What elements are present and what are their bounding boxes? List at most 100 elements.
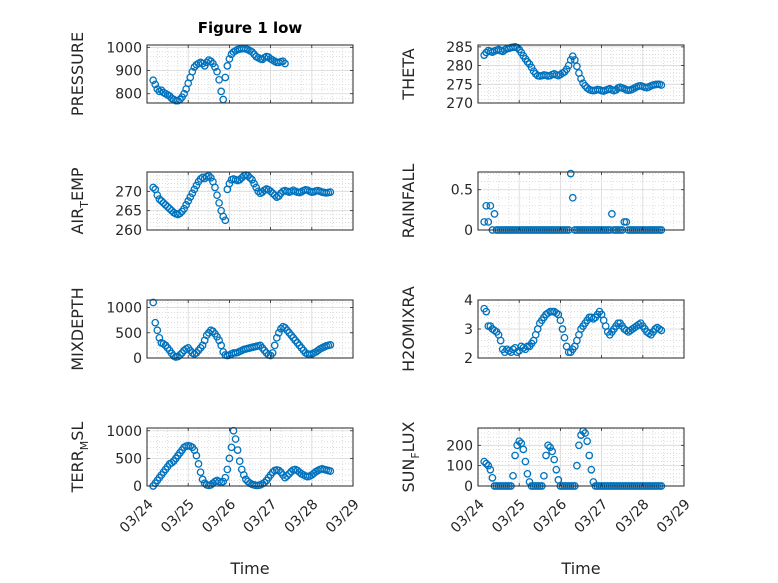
tick-marks (146, 300, 354, 359)
data-point (225, 454, 234, 463)
data-point (509, 471, 517, 480)
data-point (482, 459, 491, 468)
y-axis-label-tail: EMP (68, 167, 87, 201)
axes-background (147, 428, 353, 486)
data-point (153, 85, 162, 93)
data-point (585, 451, 594, 460)
data-point (239, 471, 248, 479)
data-point (194, 460, 203, 468)
data-point (488, 474, 497, 482)
data-point (213, 191, 221, 200)
y-axis-label-main: SUN (399, 459, 418, 493)
data-point (581, 429, 589, 437)
subplot-theta: 270 275 280 285 THETA (399, 40, 685, 112)
data-point (242, 475, 250, 484)
y-axis-label-subscript: M (78, 441, 91, 451)
data-point (153, 191, 162, 200)
data-point (149, 76, 158, 85)
data-point (552, 465, 561, 474)
data-point (248, 175, 256, 184)
data-point (573, 62, 581, 71)
data-point (223, 465, 232, 474)
data-point (274, 466, 283, 475)
y-axis-label-main: AIR (68, 208, 87, 235)
data-point (219, 212, 228, 221)
y-axis-label: PRESSURE (68, 32, 87, 116)
y-tick-label: 260 (115, 223, 142, 239)
axes-box (146, 299, 354, 359)
data-point (204, 172, 213, 180)
x-tick-label: 03/27 (572, 496, 612, 536)
data-point (215, 199, 223, 207)
x-tick-label: 03/28 (282, 496, 322, 536)
data-point (480, 218, 489, 226)
y-axis-label-main: MIXDEPTH (68, 287, 87, 370)
y-tick-label: 265 (115, 204, 142, 220)
subplot-rainfall: 0 0.5 RAINFALL (399, 164, 685, 239)
data-point (583, 437, 592, 446)
y-tick-label: 270 (115, 184, 142, 200)
data-point (225, 179, 234, 188)
data-point (198, 59, 207, 68)
data-point (196, 468, 205, 477)
data-point (227, 443, 236, 452)
axes-background (478, 428, 684, 486)
tick-marks (146, 45, 354, 103)
data-point (511, 451, 519, 460)
data-point (192, 451, 201, 460)
data-point (540, 471, 548, 480)
data-point (575, 441, 583, 450)
data-point (281, 473, 289, 482)
y-tick-label: 0 (464, 479, 473, 495)
data-point (523, 469, 532, 478)
data-point (583, 84, 592, 92)
y-tick-label: 275 (446, 77, 473, 93)
axes-box (477, 427, 685, 487)
axes-box (146, 44, 354, 104)
data-point (482, 201, 491, 210)
data-point (560, 333, 569, 342)
data-point (283, 472, 291, 480)
data-point (279, 57, 287, 66)
data-point (521, 457, 530, 466)
y-axis-label: TERRMSL (68, 422, 91, 494)
data-point (490, 210, 499, 218)
data-point (198, 475, 207, 484)
y-tick-label: 0 (133, 479, 142, 495)
data-point (587, 465, 596, 474)
y-tick-label: 200 (446, 438, 473, 454)
y-tick-label: 1000 (106, 424, 142, 440)
y-axis-label-main: H2OMIXRA (399, 286, 418, 372)
data-point (513, 441, 521, 450)
y-tick-label: 900 (115, 64, 142, 80)
data-point (211, 63, 219, 71)
data-point (157, 197, 166, 205)
data-point (480, 457, 489, 466)
y-tick-label: 500 (115, 451, 142, 467)
data-point (190, 185, 199, 194)
y-axis-label-main: THETA (399, 48, 418, 100)
data-point (546, 443, 554, 452)
y-axis-label-tail: SL (68, 422, 87, 441)
data-point (484, 461, 493, 470)
data-point (556, 316, 565, 325)
subplot-mixdepth: 0 500 1000 MIXDEPTH (68, 287, 354, 371)
y-axis-label-subscript: T (78, 201, 91, 209)
tick-marks (477, 45, 685, 104)
data-point (496, 336, 505, 345)
x-tick-label: 03/29 (323, 496, 363, 536)
data-point (589, 478, 598, 486)
data-point (213, 67, 221, 76)
axes-background (478, 45, 684, 103)
tick-marks (477, 428, 685, 487)
x-tick-label: 03/29 (654, 496, 694, 536)
y-axis-label-main: RAINFALL (399, 164, 418, 239)
tick-marks (146, 428, 354, 487)
tick-marks (146, 172, 354, 231)
data-point (149, 183, 158, 192)
data-point (149, 298, 158, 307)
data-point (180, 204, 188, 213)
y-axis-label: RAINFALL (399, 164, 418, 239)
data-point (285, 469, 293, 478)
data-point (484, 218, 493, 226)
